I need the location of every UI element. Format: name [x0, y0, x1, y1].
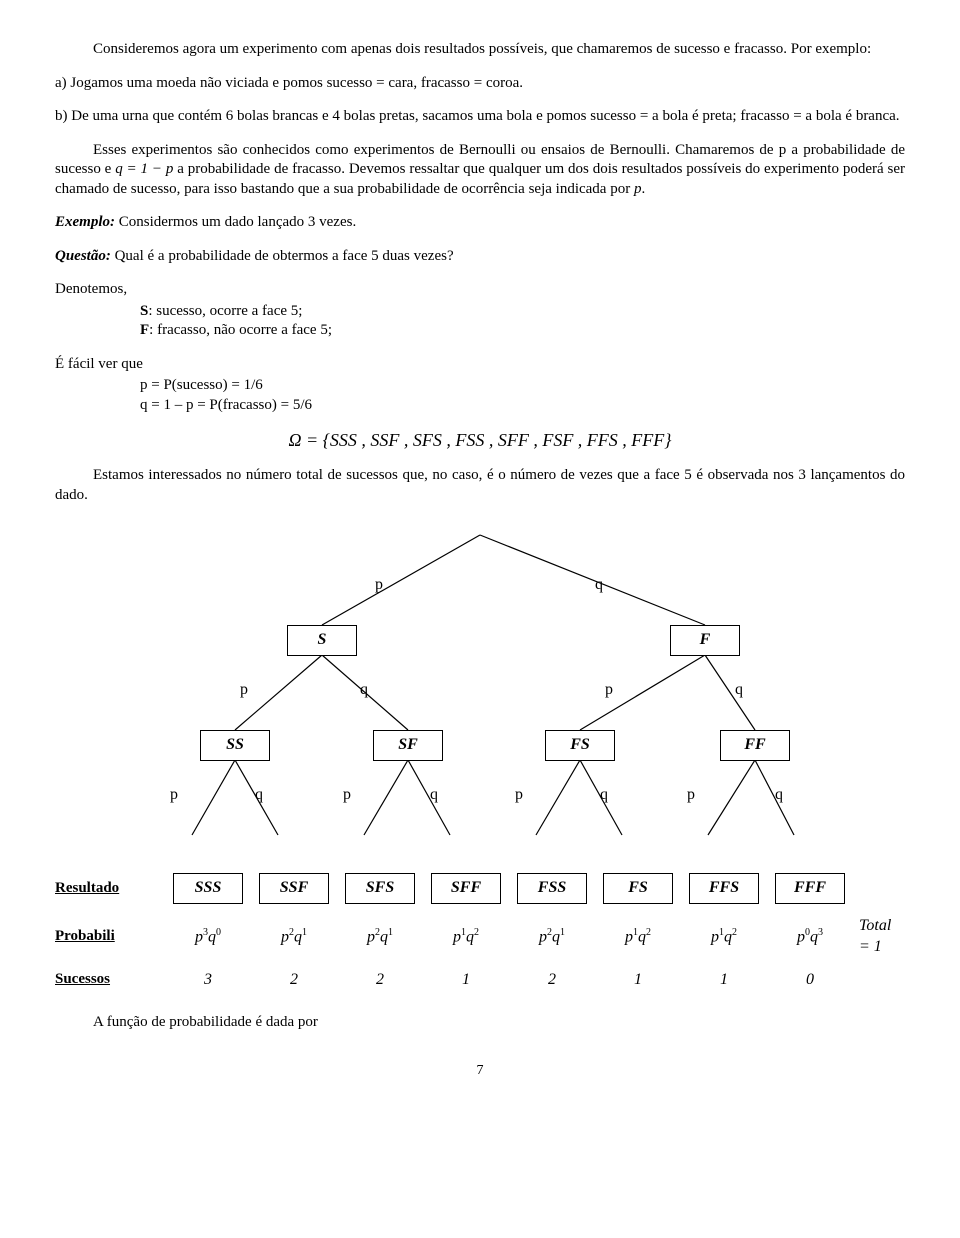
tree-node: SS [200, 730, 270, 761]
edge-label: q [775, 785, 783, 806]
edge-label: q [600, 785, 608, 806]
text: p = P(sucesso) = 1/6 [140, 376, 905, 396]
table-cell: p0q3 [767, 926, 853, 948]
tree-node: F [670, 625, 740, 656]
edge-label: q [255, 785, 263, 806]
table-cell: FFS [681, 873, 767, 904]
tree-node: FS [545, 730, 615, 761]
leaf-node: SFF [431, 873, 501, 904]
edge-label: p [687, 785, 695, 806]
table-cell: 1 [681, 970, 767, 991]
question-line: Questão: Qual é a probabilidade de obter… [55, 247, 905, 267]
table-cell: Sucessos [55, 970, 165, 990]
tree-svg [55, 525, 905, 865]
leaf-node: FFF [775, 873, 845, 904]
edge-label: p [240, 680, 248, 701]
text: : fracasso, não ocorre a face 5; [149, 322, 332, 338]
text: Considermos um dado lançado 3 vezes. [115, 214, 356, 230]
paragraph: b) De uma urna que contém 6 bolas branca… [55, 107, 905, 127]
table-cell: p3q0 [165, 926, 251, 948]
tree-diagram: Sp Fq SS p SF q FS p FF q p q p q p q p q [55, 525, 905, 865]
easy-line: É fácil ver que [55, 355, 905, 375]
omega-equation: Ω = {SSS , SSF , SFS , FSS , SFF , FSF ,… [55, 429, 905, 452]
example-line: Exemplo: Considermos um dado lançado 3 v… [55, 213, 905, 233]
edge-label: p [375, 575, 383, 596]
table-cell: 3 [165, 970, 251, 991]
results-table: Resultado SSS SSF SFS SFF FSS FS FFS FFF Probabil… [55, 873, 905, 990]
table-cell: p1q2 [423, 926, 509, 948]
label: Questão: [55, 248, 111, 264]
denote-line: Denotemos, [55, 280, 905, 300]
tree-node: FF [720, 730, 790, 761]
table-cell: SFS [337, 873, 423, 904]
table-cell: Resultado [55, 879, 165, 899]
leaf-node: SSS [173, 873, 243, 904]
leaf-node: FS [603, 873, 673, 904]
inline-math: q = 1 − p [115, 161, 173, 177]
edge-label: q [430, 785, 438, 806]
leaf-node: SFS [345, 873, 415, 904]
table-cell: SFF [423, 873, 509, 904]
table-cell: SSS [165, 873, 251, 904]
table-cell: FS [595, 873, 681, 904]
leaf-node: FFS [689, 873, 759, 904]
page-number: 7 [55, 1062, 905, 1080]
table-cell: Probabili [55, 927, 165, 947]
leaf-node: SSF [259, 873, 329, 904]
edge-label: p [343, 785, 351, 806]
table-cell: 2 [251, 970, 337, 991]
edge-label: p [605, 680, 613, 701]
edge-label: q [735, 680, 743, 701]
edge-label: p [515, 785, 523, 806]
table-cell: p2q1 [251, 926, 337, 948]
paragraph: a) Jogamos uma moeda não viciada e pomos… [55, 74, 905, 94]
table-cell: FSS [509, 873, 595, 904]
table-cell: p1q2 [681, 926, 767, 948]
label: Exemplo: [55, 214, 115, 230]
table-cell: 1 [423, 970, 509, 991]
edge-label: p [170, 785, 178, 806]
table-cell: 0 [767, 970, 853, 991]
table-cell: SSF [251, 873, 337, 904]
definition-block: S: sucesso, ocorre a face 5; F: fracasso… [140, 302, 905, 341]
text: . [641, 181, 645, 197]
table-cell: 1 [595, 970, 681, 991]
paragraph: Estamos interessados no número total de … [55, 466, 905, 505]
text: : sucesso, ocorre a face 5; [148, 303, 302, 319]
edge-label: q [360, 680, 368, 701]
paragraph: Esses experimentos são conhecidos como e… [55, 141, 905, 200]
text: q = 1 – p = P(fracasso) = 5/6 [140, 396, 905, 416]
edge-label: q [595, 575, 603, 596]
table-cell: p2q1 [509, 926, 595, 948]
label: F [140, 322, 149, 338]
table-cell: p1q2 [595, 926, 681, 948]
tree-node: SF [373, 730, 443, 761]
leaf-node: FSS [517, 873, 587, 904]
paragraph: Consideremos agora um experimento com ap… [55, 40, 905, 60]
text: a probabilidade de fracasso. Devemos res… [55, 161, 905, 197]
table-cell: 2 [509, 970, 595, 991]
text: Qual é a probabilidade de obtermos a fac… [111, 248, 454, 264]
tree-node: S [287, 625, 357, 656]
table-cell: 2 [337, 970, 423, 991]
table-cell: FFF [767, 873, 853, 904]
paragraph: A função de probabilidade é dada por [55, 1013, 905, 1033]
prob-block: p = P(sucesso) = 1/6 q = 1 – p = P(fraca… [140, 376, 905, 415]
table-cell: p2q1 [337, 926, 423, 948]
table-cell: Total = 1 [853, 916, 905, 958]
